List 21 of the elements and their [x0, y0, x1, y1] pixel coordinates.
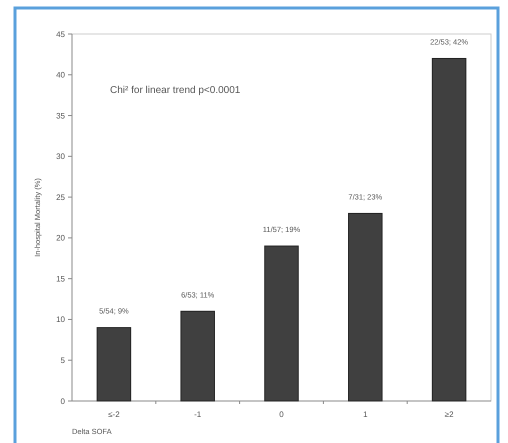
bar — [348, 212, 383, 402]
y-tick-label: 20 — [56, 234, 66, 243]
bar — [96, 327, 132, 402]
y-tick-label: 10 — [56, 315, 66, 324]
y-tick-label: 0 — [60, 396, 66, 406]
y-tick-label: 25 — [56, 192, 66, 202]
bar — [432, 58, 466, 402]
x-tick-label: ≥2 — [444, 410, 454, 419]
x-tick-label: ≤-2 — [108, 410, 120, 419]
y-tick-label: 45 — [56, 30, 66, 39]
y-tick-label: 5 — [60, 356, 66, 366]
annotation: Chi² for linear trend p<0.0001 — [110, 85, 241, 96]
y-tick-label: 40 — [56, 70, 66, 80]
y-tick-label: 15 — [56, 274, 66, 284]
y-tick-label: 30 — [56, 152, 66, 162]
bar — [264, 246, 299, 402]
x-tick-label: -1 — [194, 410, 202, 419]
y-tick-label: 35 — [56, 111, 66, 120]
x-tick-label: 1 — [363, 410, 368, 419]
x-tick-label: 0 — [279, 410, 284, 419]
bar — [180, 310, 215, 402]
